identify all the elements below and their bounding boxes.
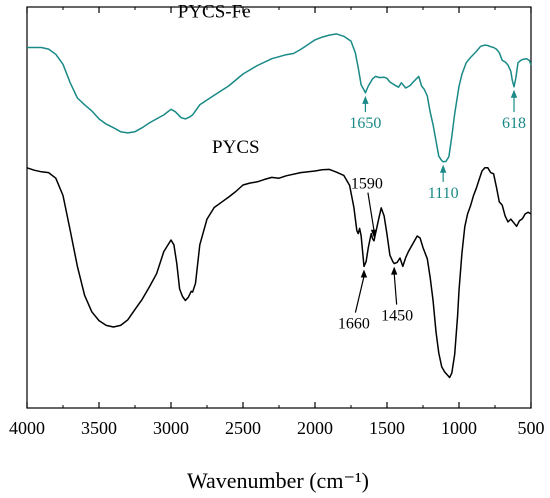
series-lines xyxy=(26,33,532,379)
series-label: PYCS-Fe xyxy=(178,1,251,22)
peak-label: 1650 xyxy=(349,115,381,132)
peak-label: 1450 xyxy=(381,308,413,325)
annotation-arrowhead xyxy=(360,269,368,278)
series-labels: PYCS-Fe PYCS xyxy=(178,1,260,158)
x-tick-label: 3500 xyxy=(81,418,117,438)
peak-label: 618 xyxy=(502,115,526,132)
peak-label: 1590 xyxy=(351,176,383,193)
annotation-arrowhead xyxy=(362,95,369,104)
annotation-arrow-line xyxy=(393,273,398,305)
peak-label: 1110 xyxy=(428,185,459,202)
x-tick-label: 2000 xyxy=(297,418,333,438)
annotation-arrow-line xyxy=(367,192,375,231)
series-label: PYCS xyxy=(212,137,260,158)
x-tick-label: 2500 xyxy=(225,418,261,438)
x-tick-label: 1500 xyxy=(369,418,405,438)
series-line-pycs-fe xyxy=(27,33,532,163)
peak-label: 1660 xyxy=(338,316,370,333)
series-line-pycs xyxy=(26,167,532,379)
x-tick-label: 1000 xyxy=(441,418,477,438)
annotation-arrow-line xyxy=(354,276,365,313)
x-tick-label: 4000 xyxy=(9,418,45,438)
x-axis-title: Wavenumber (cm⁻¹) xyxy=(187,468,369,493)
peak-annotations: 1650 1110 618 1660 1590 1450 xyxy=(338,89,526,333)
x-tick-label: 3000 xyxy=(153,418,189,438)
annotation-arrowhead xyxy=(439,164,447,173)
annotation-arrowhead xyxy=(510,89,518,98)
annotation-arrowhead xyxy=(391,266,398,275)
x-axis: 4000 3500 3000 2500 2000 1500 1000 500 xyxy=(9,7,545,438)
annotation-arrowhead xyxy=(370,229,378,238)
x-tick-label: 500 xyxy=(518,418,545,438)
